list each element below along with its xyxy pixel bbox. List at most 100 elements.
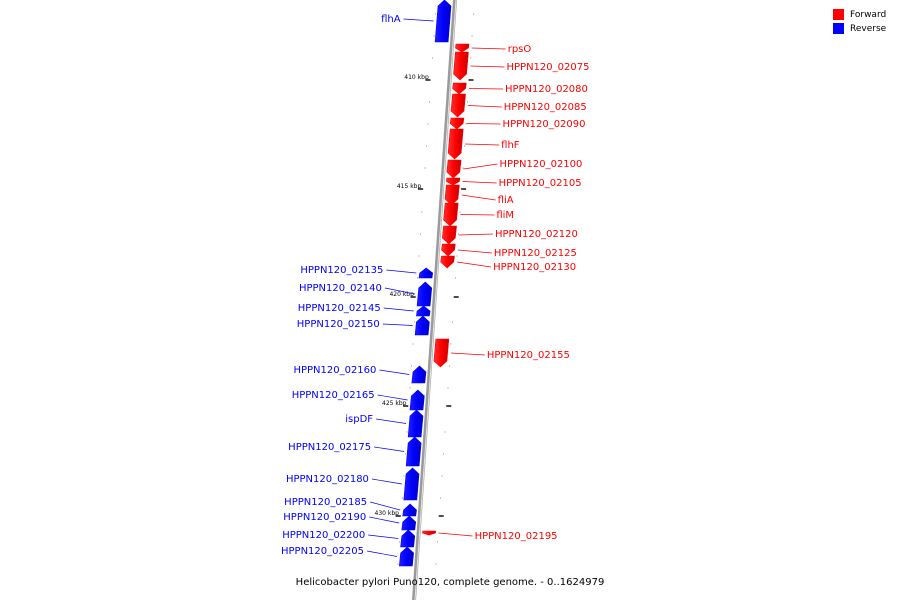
gene-arrow-HPPN120_02100[interactable] <box>446 159 462 179</box>
gene-leader-line <box>463 163 498 170</box>
scale-label: 430 kbp <box>375 510 400 517</box>
gene-leader-line <box>371 478 402 485</box>
forward-label: Forward <box>850 9 887 20</box>
genome-backbone <box>412 0 457 600</box>
gene-arrow-HPPN120_02090[interactable] <box>449 117 465 130</box>
scale-label: 420 kbp <box>389 291 414 298</box>
gene-label-HPPN120_02120[interactable]: HPPN120_02120 <box>495 229 578 240</box>
gene-label-HPPN120_02150[interactable]: HPPN120_02150 <box>297 319 380 330</box>
gene-label-HPPN120_02195[interactable]: HPPN120_02195 <box>475 531 558 542</box>
gene-arrow-HPPN120_02180[interactable] <box>403 467 420 501</box>
gene-leader-line <box>470 65 505 68</box>
gene-arrow-HPPN120_02160[interactable] <box>411 365 427 384</box>
gene-arrow-HPPN120_02130[interactable] <box>440 255 455 269</box>
gene-leader-line <box>403 18 434 22</box>
gene-arrow-HPPN120_02150[interactable] <box>414 315 430 336</box>
gene-label-HPPN120_02085[interactable]: HPPN120_02085 <box>504 102 587 113</box>
gene-label-HPPN120_02175[interactable]: HPPN120_02175 <box>288 442 371 453</box>
gene-label-HPPN120_02090[interactable]: HPPN120_02090 <box>503 119 586 130</box>
gene-leader-line <box>368 534 399 539</box>
gene-arrow-HPPN120_02105[interactable] <box>446 177 461 186</box>
gene-label-HPPN120_02075[interactable]: HPPN120_02075 <box>506 62 589 73</box>
gene-leader-line <box>450 352 485 356</box>
gene-leader-line <box>462 181 497 184</box>
gene-leader-line <box>376 418 407 424</box>
gene-arrow-fliM[interactable] <box>443 202 459 227</box>
gene-label-HPPN120_02160[interactable]: HPPN120_02160 <box>293 365 376 376</box>
gene-label-flhA[interactable]: flhA <box>381 14 401 25</box>
gene-leader-line <box>366 550 398 557</box>
gene-arrow-HPPN120_02155[interactable] <box>433 338 450 368</box>
gene-leader-line <box>466 123 501 125</box>
caption: Helicobacter pylori Puno120, complete ge… <box>295 577 605 588</box>
gene-label-HPPN120_02200[interactable]: HPPN120_02200 <box>282 530 365 541</box>
gene-leader-line <box>370 501 401 511</box>
gene-arrow-flhF[interactable] <box>447 128 464 160</box>
gene-label-HPPN120_02130[interactable]: HPPN120_02130 <box>493 262 576 273</box>
reverse-label: Reverse <box>850 23 887 34</box>
gene-label-fliA[interactable]: fliA <box>498 195 514 206</box>
gene-arrow-HPPN120_02125[interactable] <box>441 243 456 257</box>
gene-label-HPPN120_02100[interactable]: HPPN120_02100 <box>499 159 582 170</box>
gene-label-HPPN120_02155[interactable]: HPPN120_02155 <box>487 350 570 361</box>
gene-arrow-HPPN120_02175[interactable] <box>405 436 422 467</box>
gene-arrow-HPPN120_02165[interactable] <box>409 389 425 411</box>
scale-label: 415 kbp <box>397 183 422 190</box>
gene-arrow-HPPN120_02205[interactable] <box>398 546 414 567</box>
gene-leader-line <box>383 307 414 312</box>
gene-leader-line <box>369 516 400 524</box>
gene-arrow-HPPN120_02075[interactable] <box>453 51 469 81</box>
gene-leader-line <box>457 261 492 268</box>
gene-label-flhF[interactable]: flhF <box>501 140 520 151</box>
gene-leader-line <box>438 532 473 537</box>
scale-label: 410 kbp <box>404 74 429 81</box>
gene-label-HPPN120_02165[interactable]: HPPN120_02165 <box>292 390 375 401</box>
gene-label-HPPN120_02190[interactable]: HPPN120_02190 <box>283 512 366 523</box>
gene-arrow-fliA[interactable] <box>444 184 460 206</box>
gene-leader-line <box>460 214 495 216</box>
gene-label-HPPN120_02145[interactable]: HPPN120_02145 <box>298 303 381 314</box>
gene-arrow-HPPN120_02120[interactable] <box>442 225 457 245</box>
gene-arrow-HPPN120_02085[interactable] <box>450 93 466 118</box>
gene-arrow-HPPN120_02185[interactable] <box>402 503 417 517</box>
gene-leader-line <box>465 143 500 146</box>
legend-forward: Forward <box>833 9 890 20</box>
gene-leader-line <box>461 194 496 201</box>
gene-label-HPPN120_02180[interactable]: HPPN120_02180 <box>286 474 369 485</box>
gene-arrow-HPPN120_02140[interactable] <box>416 281 433 307</box>
legend: Forward Reverse <box>833 9 890 37</box>
gene-leader-line <box>468 88 503 90</box>
gene-arrow-rpsO[interactable] <box>455 43 470 53</box>
gene-label-HPPN120_02125[interactable]: HPPN120_02125 <box>494 248 577 259</box>
gene-leader-line <box>386 269 417 274</box>
gene-label-fliM[interactable]: fliM <box>496 210 514 221</box>
reverse-swatch <box>833 23 844 34</box>
gene-label-ispDF[interactable]: ispDF <box>345 414 373 425</box>
gene-arrow-HPPN120_02200[interactable] <box>400 529 416 548</box>
gene-label-HPPN120_02185[interactable]: HPPN120_02185 <box>284 497 367 508</box>
gene-label-HPPN120_02205[interactable]: HPPN120_02205 <box>281 546 364 557</box>
gene-leader-line <box>382 323 413 326</box>
gene-leader-line <box>379 369 410 375</box>
gene-leader-line <box>458 233 493 236</box>
gene-leader-line <box>471 47 506 50</box>
gene-label-HPPN120_02140[interactable]: HPPN120_02140 <box>299 283 382 294</box>
gene-leader-line <box>374 446 405 452</box>
gene-arrow-ispDF[interactable] <box>407 409 424 438</box>
gene-leader-line <box>384 287 415 295</box>
gene-label-HPPN120_02080[interactable]: HPPN120_02080 <box>505 84 588 95</box>
gene-arrow-HPPN120_02190[interactable] <box>401 515 417 531</box>
gene-arrow-HPPN120_02080[interactable] <box>452 82 467 95</box>
gene-arrow-HPPN120_02145[interactable] <box>416 305 431 317</box>
gene-arrow-HPPN120_02195[interactable] <box>422 530 437 536</box>
gene-label-rpsO[interactable]: rpsO <box>508 44 532 55</box>
gene-label-HPPN120_02135[interactable]: HPPN120_02135 <box>300 265 383 276</box>
gene-arrow-HPPN120_02135[interactable] <box>418 267 434 279</box>
forward-swatch <box>833 9 844 20</box>
gene-arrow-flhA[interactable] <box>434 0 452 43</box>
scale-label: 425 kbp <box>382 400 407 407</box>
gene-label-HPPN120_02105[interactable]: HPPN120_02105 <box>499 178 582 189</box>
gene-leader-line <box>377 394 408 401</box>
genome-backbone-highlight <box>414 0 457 600</box>
